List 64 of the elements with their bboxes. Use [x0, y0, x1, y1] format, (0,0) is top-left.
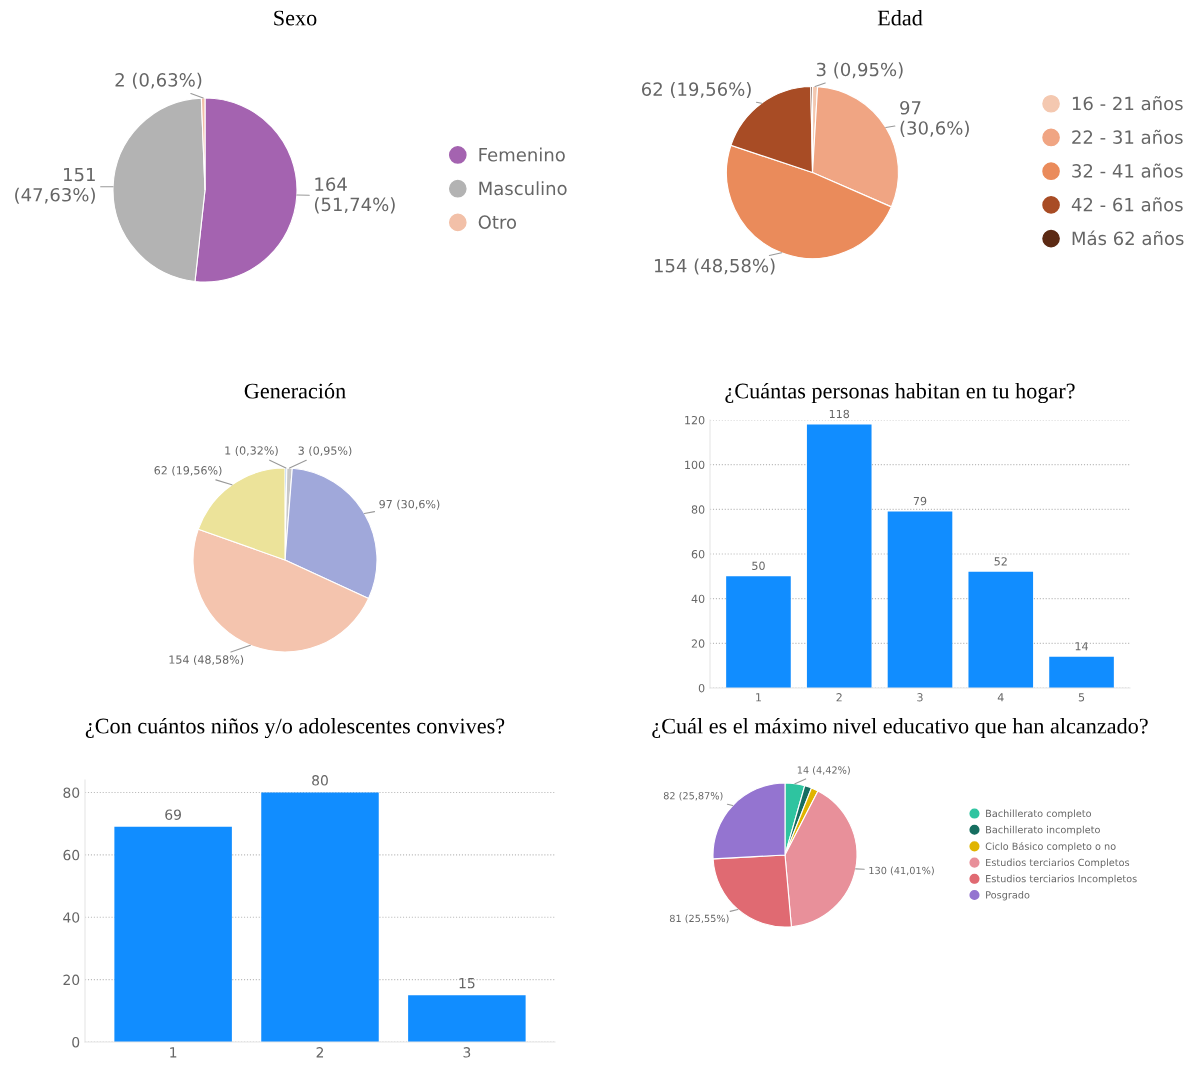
y-tick-label: 20 [691, 639, 705, 648]
data-label: 97 (30,6%) [379, 499, 440, 510]
data-label: 130 (41,01%) [869, 866, 934, 876]
data-label: 118 [829, 409, 850, 419]
legend-label: Femenino [479, 147, 565, 162]
legend-label: 42 - 61 años [1071, 197, 1183, 212]
x-tick-label: 5 [1078, 693, 1085, 702]
chart-title: Generación [244, 382, 346, 399]
y-tick-label: 0 [72, 1036, 80, 1048]
x-tick-label: 1 [170, 1047, 177, 1058]
chart-title: ¿Cuál es el máximo nivel educativo que han alcanzado? [652, 717, 1148, 739]
data-label: 2 (0,63%) [115, 72, 202, 89]
legend-label: Bachillerato completo [986, 809, 1092, 819]
y-tick-label: 20 [63, 974, 80, 986]
x-tick-label: 4 [997, 693, 1004, 702]
data-label: 80 [312, 775, 328, 786]
legend-label: Más 62 años [1072, 230, 1184, 246]
data-label: 15 [459, 978, 475, 989]
data-label: 1 (0,32%) [225, 446, 278, 456]
legend-label: 16 - 21 años [1072, 96, 1183, 111]
y-tick-label: 100 [685, 460, 705, 470]
legend-label: 32 - 41 años [1072, 163, 1183, 178]
chart-title: ¿Con cuántos niños y/o adolescentes convives? [85, 717, 505, 739]
y-tick-label: 120 [685, 415, 705, 425]
data-label: 50 [752, 561, 765, 571]
data-label: 79 [913, 496, 927, 506]
x-tick-label: 2 [836, 693, 842, 702]
legend-label: Estudios terciarios Completos [986, 858, 1130, 869]
data-label: 97 (30,6%) [900, 100, 969, 137]
data-label: 154 (48,58%) [169, 655, 244, 666]
chart-title: ¿Cuántas personas habitan en tu hogar? [725, 382, 1075, 404]
y-tick-label: 60 [63, 849, 80, 861]
y-tick-label: 40 [691, 594, 705, 604]
data-label: 14 [1075, 642, 1088, 651]
y-tick-label: 0 [698, 683, 705, 693]
legend-label: Bachillerato incompleto [986, 825, 1100, 836]
chart-title: Edad [877, 9, 923, 26]
data-label: 3 (0,95%) [298, 446, 352, 457]
y-tick-label: 80 [691, 505, 705, 514]
legend-label: Masculino [479, 181, 567, 196]
data-label: 154 (48,58%) [654, 258, 775, 275]
data-label: 151 (47,63%) [15, 167, 95, 204]
x-tick-label: 1 [756, 693, 761, 702]
y-tick-label: 80 [63, 787, 80, 798]
data-label: 164 (51,74%) [314, 177, 395, 214]
legend-label: Otro [478, 215, 517, 229]
data-label: 82 (25,87%) [663, 791, 723, 801]
data-label: 69 [165, 809, 181, 820]
chart-title: Sexo [274, 10, 317, 26]
y-tick-label: 60 [691, 549, 705, 559]
data-label: 52 [994, 557, 1007, 566]
data-label: 81 (25,55%) [669, 914, 729, 924]
data-label: 62 (19,56%) [154, 465, 222, 476]
legend-label: Posgrado [986, 891, 1030, 901]
legend-label: Estudios terciarios Incompletos [986, 874, 1137, 885]
legend-label: Ciclo Básico completo o no [985, 841, 1116, 852]
data-label: 3 (0,95%) [816, 62, 903, 79]
x-tick-label: 3 [917, 693, 923, 702]
data-label: 14 (4,42%) [797, 766, 850, 775]
x-tick-label: 3 [463, 1047, 471, 1058]
x-tick-label: 2 [316, 1047, 324, 1058]
y-tick-label: 40 [63, 912, 80, 923]
data-label: 62 (19,56%) [641, 82, 751, 99]
legend-label: 22 - 31 años [1072, 129, 1183, 145]
